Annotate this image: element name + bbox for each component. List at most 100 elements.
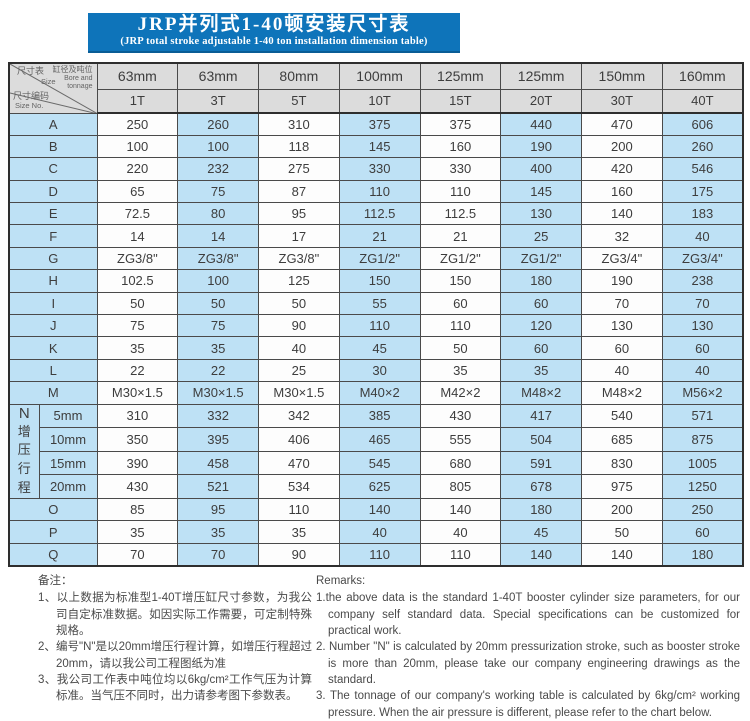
table-cell: 25 — [500, 224, 582, 248]
table-cell: 521 — [177, 474, 259, 499]
column-header-tonnage: 15T — [419, 88, 502, 114]
dimension-table-body: 尺寸表 Size 缸径及吨位 Bore and tonnage 尺寸编码 Size… — [8, 62, 744, 567]
table-cell: 250 — [96, 112, 179, 136]
table-cell: 546 — [661, 157, 744, 181]
table-cell: M30×1.5 — [177, 381, 259, 405]
title-banner: JRP并列式1-40顿安装尺寸表 (JRP total stroke adjus… — [88, 13, 460, 53]
table-cell: 35 — [258, 520, 340, 544]
table-cell: 40 — [338, 520, 421, 544]
table-cell: 110 — [338, 314, 421, 338]
table-cell: 680 — [419, 450, 502, 476]
table-cell: ZG3/8" — [258, 246, 340, 271]
corner-diagonal-lines — [10, 64, 96, 112]
table-cell: 60 — [500, 336, 582, 360]
table-cell: 45 — [338, 336, 421, 360]
table-cell: 260 — [661, 134, 744, 159]
dimension-table: 尺寸表 Size 缸径及吨位 Bore and tonnage 尺寸编码 Size… — [8, 62, 744, 567]
table-cell: 40 — [661, 358, 744, 383]
table-cell: 65 — [96, 179, 179, 204]
table-cell: 625 — [338, 474, 421, 499]
table-cell: 130 — [581, 314, 663, 338]
row-label: J — [8, 314, 98, 338]
table-cell: 395 — [177, 427, 259, 452]
remarks-en-item: 1.the above data is the standard 1-40T b… — [316, 592, 740, 637]
table-cell: 87 — [258, 179, 340, 204]
column-header-bore: 150mm — [581, 62, 663, 90]
table-cell: 22 — [96, 358, 179, 383]
table-cell: 70 — [177, 542, 259, 567]
table-cell: 145 — [500, 179, 582, 204]
table-cell: 35 — [177, 520, 259, 544]
table-cell: 555 — [419, 427, 502, 452]
table-cell: 95 — [177, 497, 259, 522]
table-cell: 50 — [96, 291, 179, 316]
table-cell: 35 — [177, 336, 259, 360]
row-label: I — [8, 291, 98, 316]
row-label: K — [8, 336, 98, 360]
table-cell: 75 — [177, 179, 259, 204]
table-cell: 72.5 — [96, 202, 179, 226]
table-cell: 310 — [96, 403, 179, 429]
table-cell: 310 — [258, 112, 340, 136]
table-cell: 80 — [177, 202, 259, 226]
table-cell: 90 — [258, 314, 340, 338]
column-header-bore: 63mm — [177, 62, 259, 90]
table-cell: 330 — [419, 157, 502, 181]
table-cell: 504 — [500, 427, 582, 452]
table-cell: 534 — [258, 474, 340, 499]
column-header-tonnage: 1T — [96, 88, 179, 114]
row-label: L — [8, 358, 98, 383]
table-cell: 75 — [177, 314, 259, 338]
table-cell: ZG1/2" — [500, 246, 582, 271]
table-cell: ZG3/8" — [177, 246, 259, 271]
column-header-tonnage: 20T — [500, 88, 582, 114]
table-cell: 40 — [661, 224, 744, 248]
table-cell: 406 — [258, 427, 340, 452]
table-cell: 60 — [500, 291, 582, 316]
column-header-bore: 80mm — [258, 62, 340, 90]
table-cell: 140 — [500, 542, 582, 567]
row-label: M — [8, 381, 98, 405]
table-cell: 417 — [500, 403, 582, 429]
table-cell: 140 — [419, 497, 502, 522]
table-cell: 430 — [419, 403, 502, 429]
table-cell: 50 — [581, 520, 663, 544]
table-cell: 685 — [581, 427, 663, 452]
remarks-en-item: 3. The tonnage of our company's working … — [316, 690, 740, 719]
row-label: E — [8, 202, 98, 226]
table-cell: 150 — [419, 269, 502, 293]
table-cell: 1005 — [661, 450, 744, 476]
table-cell: 238 — [661, 269, 744, 293]
n-group-stroke-label: 15mm — [38, 450, 98, 476]
table-cell: 145 — [338, 134, 421, 159]
table-cell: 60 — [661, 336, 744, 360]
table-cell: 465 — [338, 427, 421, 452]
n-group-letter: N — [18, 404, 30, 422]
table-cell: 112.5 — [338, 202, 421, 226]
table-cell: 14 — [96, 224, 179, 248]
table-cell: 45 — [500, 520, 582, 544]
table-cell: 180 — [500, 269, 582, 293]
table-cell: 805 — [419, 474, 502, 499]
table-corner-cell: 尺寸表 Size 缸径及吨位 Bore and tonnage 尺寸编码 Size… — [8, 62, 98, 114]
row-label: H — [8, 269, 98, 293]
table-cell: 591 — [500, 450, 582, 476]
table-cell: 102.5 — [96, 269, 179, 293]
table-cell: 375 — [419, 112, 502, 136]
table-cell: 50 — [177, 291, 259, 316]
table-cell: 21 — [338, 224, 421, 248]
table-cell: 470 — [581, 112, 663, 136]
column-header-tonnage: 3T — [177, 88, 259, 114]
table-cell: 232 — [177, 157, 259, 181]
table-cell: 160 — [419, 134, 502, 159]
table-cell: 75 — [96, 314, 179, 338]
table-cell: 180 — [661, 542, 744, 567]
row-label: C — [8, 157, 98, 181]
column-header-bore: 160mm — [661, 62, 744, 90]
table-cell: 60 — [581, 336, 663, 360]
table-cell: 130 — [661, 314, 744, 338]
table-cell: 200 — [581, 134, 663, 159]
corner-bore-en: Bore and tonnage — [64, 75, 93, 90]
table-cell: 183 — [661, 202, 744, 226]
